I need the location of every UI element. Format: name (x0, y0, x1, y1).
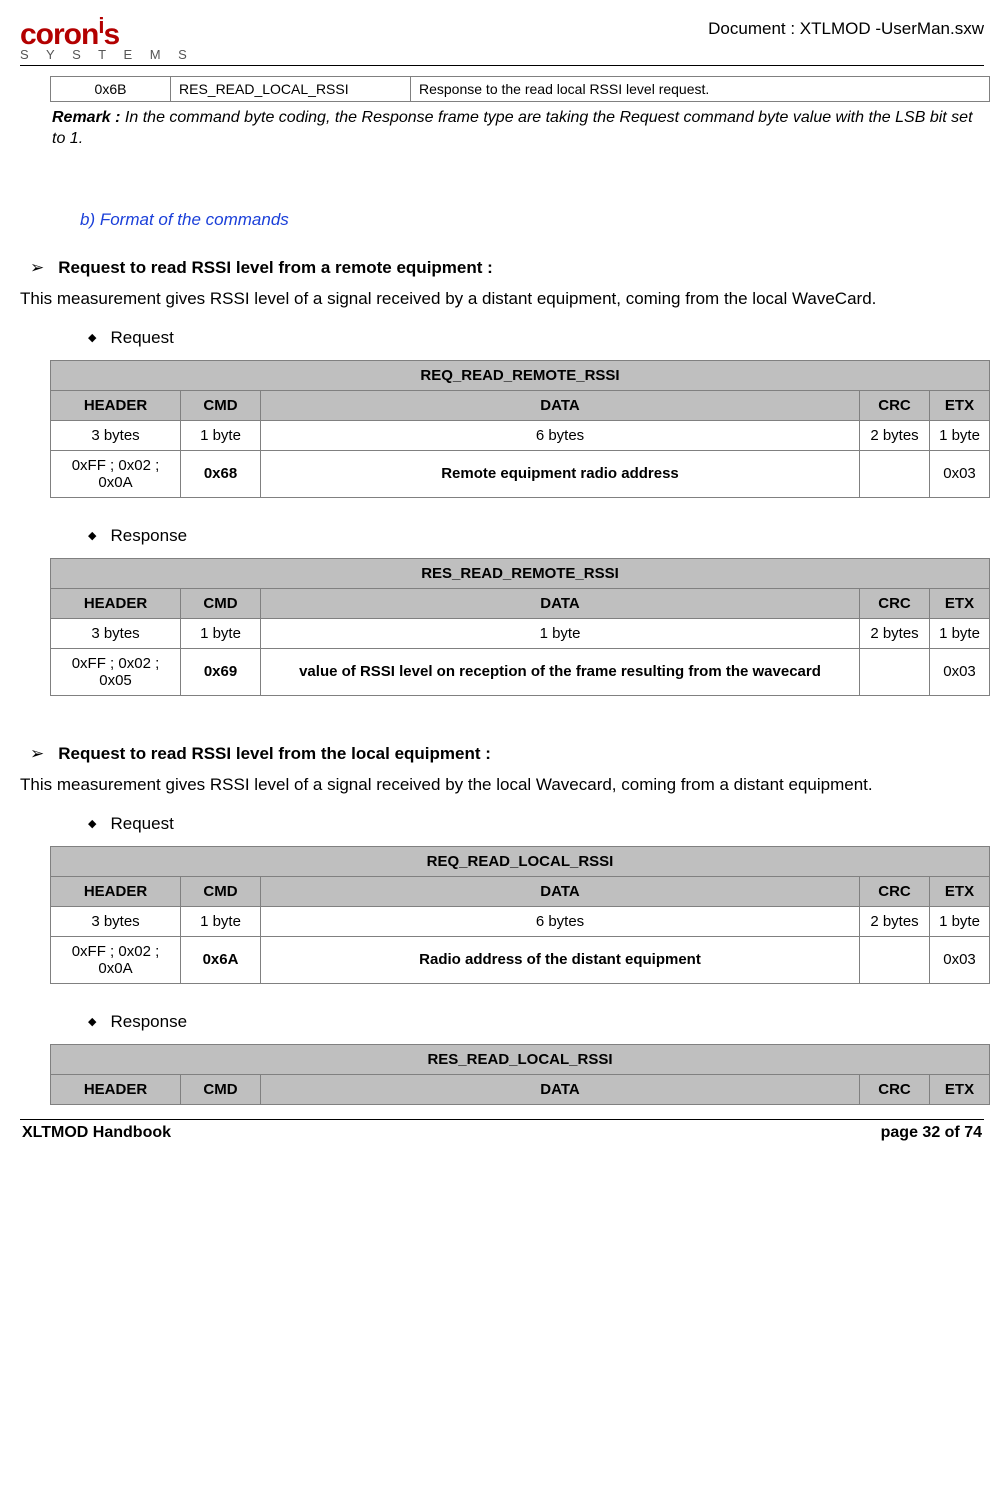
footer-left: XLTMOD Handbook (22, 1124, 171, 1142)
val-crc (860, 648, 930, 695)
cmd-name: RES_READ_LOCAL_RSSI (171, 77, 411, 102)
size-etx: 1 byte (930, 618, 990, 648)
size-crc: 2 bytes (860, 420, 930, 450)
local-heading: Request to read RSSI level from the loca… (30, 744, 984, 764)
remote-request-table: REQ_READ_REMOTE_RSSI HEADER CMD DATA CRC… (50, 360, 990, 498)
logo-brand: coronis (20, 15, 194, 50)
col-header: HEADER (51, 1074, 181, 1104)
command-byte-table: 0x6B RES_READ_LOCAL_RSSI Response to the… (50, 76, 990, 102)
col-cmd: CMD (181, 1074, 261, 1104)
logo-subtitle: S Y S T E M S (20, 48, 194, 61)
val-cmd: 0x68 (181, 450, 261, 497)
val-crc (860, 450, 930, 497)
col-etx: ETX (930, 588, 990, 618)
size-etx: 1 byte (930, 420, 990, 450)
val-data: Remote equipment radio address (261, 450, 860, 497)
size-header: 3 bytes (51, 420, 181, 450)
col-crc: CRC (860, 588, 930, 618)
local-request-table: REQ_READ_LOCAL_RSSI HEADER CMD DATA CRC … (50, 846, 990, 984)
table-title: REQ_READ_REMOTE_RSSI (51, 360, 990, 390)
col-cmd: CMD (181, 588, 261, 618)
val-header: 0xFF ; 0x02 ; 0x0A (51, 936, 181, 983)
val-header: 0xFF ; 0x02 ; 0x05 (51, 648, 181, 695)
col-header: HEADER (51, 876, 181, 906)
remark-label: Remark : (52, 109, 120, 126)
remark-paragraph: Remark : In the command byte coding, the… (52, 108, 984, 150)
size-cmd: 1 byte (181, 906, 261, 936)
remote-response-label: Response (88, 526, 984, 546)
section-b-heading: b) Format of the commands (80, 210, 984, 230)
size-cmd: 1 byte (181, 618, 261, 648)
size-data: 6 bytes (261, 420, 860, 450)
table-title: RES_READ_LOCAL_RSSI (51, 1044, 990, 1074)
footer-right: page 32 of 74 (881, 1124, 982, 1142)
cmd-desc: Response to the read local RSSI level re… (411, 77, 990, 102)
local-response-label: Response (88, 1012, 984, 1032)
local-response-table: RES_READ_LOCAL_RSSI HEADER CMD DATA CRC … (50, 1044, 990, 1105)
col-cmd: CMD (181, 390, 261, 420)
remark-text: In the command byte coding, the Response… (52, 109, 973, 147)
remote-heading: Request to read RSSI level from a remote… (30, 258, 984, 278)
size-data: 6 bytes (261, 906, 860, 936)
document-id: Document : XTLMOD -UserMan.sxw (708, 15, 984, 39)
size-crc: 2 bytes (860, 618, 930, 648)
remote-response-table: RES_READ_REMOTE_RSSI HEADER CMD DATA CRC… (50, 558, 990, 696)
size-header: 3 bytes (51, 906, 181, 936)
val-etx: 0x03 (930, 936, 990, 983)
col-data: DATA (261, 588, 860, 618)
col-crc: CRC (860, 876, 930, 906)
page-header: coronis S Y S T E M S Document : XTLMOD … (20, 15, 984, 63)
size-cmd: 1 byte (181, 420, 261, 450)
col-etx: ETX (930, 876, 990, 906)
col-etx: ETX (930, 390, 990, 420)
val-etx: 0x03 (930, 450, 990, 497)
val-etx: 0x03 (930, 648, 990, 695)
col-etx: ETX (930, 1074, 990, 1104)
remote-request-label: Request (88, 328, 984, 348)
col-data: DATA (261, 876, 860, 906)
col-crc: CRC (860, 1074, 930, 1104)
header-divider (20, 65, 984, 66)
val-header: 0xFF ; 0x02 ; 0x0A (51, 450, 181, 497)
val-data: Radio address of the distant equipment (261, 936, 860, 983)
logo: coronis S Y S T E M S (20, 15, 194, 61)
col-cmd: CMD (181, 876, 261, 906)
local-intro: This measurement gives RSSI level of a s… (20, 774, 984, 796)
page-footer: XLTMOD Handbook page 32 of 74 (20, 1124, 984, 1152)
col-crc: CRC (860, 390, 930, 420)
col-header: HEADER (51, 390, 181, 420)
val-cmd: 0x6A (181, 936, 261, 983)
col-header: HEADER (51, 588, 181, 618)
footer-divider (20, 1119, 984, 1120)
table-title: RES_READ_REMOTE_RSSI (51, 558, 990, 588)
size-header: 3 bytes (51, 618, 181, 648)
remote-intro: This measurement gives RSSI level of a s… (20, 288, 984, 310)
size-crc: 2 bytes (860, 906, 930, 936)
cmd-code: 0x6B (51, 77, 171, 102)
size-data: 1 byte (261, 618, 860, 648)
table-title: REQ_READ_LOCAL_RSSI (51, 846, 990, 876)
val-data: value of RSSI level on reception of the … (261, 648, 860, 695)
col-data: DATA (261, 1074, 860, 1104)
val-cmd: 0x69 (181, 648, 261, 695)
val-crc (860, 936, 930, 983)
size-etx: 1 byte (930, 906, 990, 936)
col-data: DATA (261, 390, 860, 420)
local-request-label: Request (88, 814, 984, 834)
